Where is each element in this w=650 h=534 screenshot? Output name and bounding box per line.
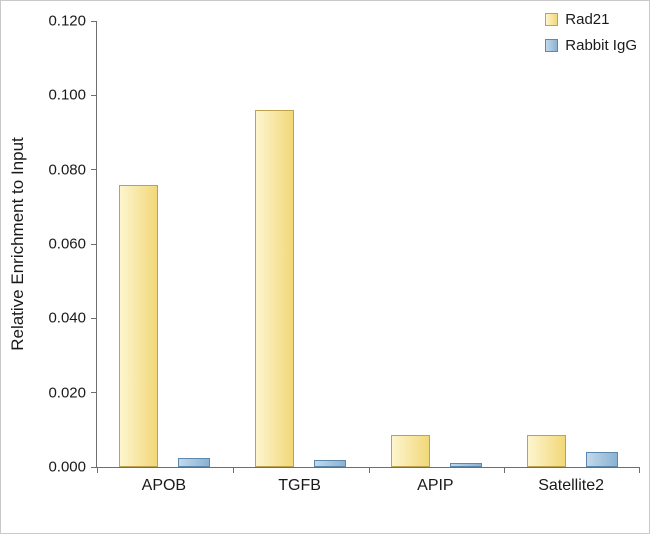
bars-container <box>97 21 640 467</box>
x-tick-mark <box>97 467 98 473</box>
category-group-apip <box>369 21 505 467</box>
legend: Rad21 Rabbit IgG <box>545 11 637 54</box>
y-tick-label: 0.080 <box>48 161 86 179</box>
y-tick-mark <box>91 94 97 96</box>
y-tick-mark <box>91 466 97 468</box>
y-tick-mark <box>91 169 97 171</box>
legend-label: Rabbit IgG <box>565 37 637 54</box>
legend-item-rad21: Rad21 <box>545 11 637 28</box>
y-tick-label: 0.120 <box>48 12 86 30</box>
bar-rabbit-igg-apob <box>178 457 211 467</box>
y-tick-mark <box>91 243 97 245</box>
x-axis-label-satellite2: Satellite2 <box>538 477 605 494</box>
x-axis-label-tgfb: TGFB <box>278 477 321 494</box>
x-axis-labels: APOB TGFB APIP Satellite2 <box>96 473 639 495</box>
bar-rad21-apip <box>390 435 430 467</box>
x-tick-mark <box>368 467 370 473</box>
legend-item-rabbit-igg: Rabbit IgG <box>545 37 637 54</box>
category-group-tgfb <box>233 21 369 467</box>
legend-swatch-icon <box>545 39 559 52</box>
x-tick-mark <box>232 467 234 473</box>
category-group-apob <box>97 21 233 467</box>
x-tick-mark <box>504 467 506 473</box>
x-axis-label-apip: APIP <box>417 477 454 494</box>
category-group-satellite2 <box>504 21 640 467</box>
bar-rabbit-igg-tgfb <box>314 459 347 467</box>
y-tick-mark <box>91 20 97 22</box>
plot-area <box>91 20 640 473</box>
y-tick-mark <box>91 317 97 319</box>
y-tick-mark <box>91 392 97 394</box>
y-tick-label: 0.100 <box>48 86 86 104</box>
y-tick-label: 0.000 <box>48 458 86 476</box>
bar-rad21-apob <box>119 184 159 467</box>
x-tick-mark <box>639 467 640 473</box>
bar-rad21-tgfb <box>255 110 295 467</box>
bar-rad21-satellite2 <box>526 435 566 467</box>
legend-swatch-icon <box>545 13 559 26</box>
y-tick-label: 0.040 <box>48 309 86 327</box>
x-axis-label-apob: APOB <box>141 477 187 494</box>
y-axis-area: 0.000 0.020 0.040 0.060 0.080 0.100 0.120 <box>1 14 96 475</box>
y-tick-label: 0.020 <box>48 384 86 402</box>
legend-label: Rad21 <box>565 11 610 28</box>
bar-rabbit-igg-apip <box>449 463 482 467</box>
y-tick-label: 0.060 <box>48 235 86 253</box>
bar-rabbit-igg-satellite2 <box>585 452 618 467</box>
